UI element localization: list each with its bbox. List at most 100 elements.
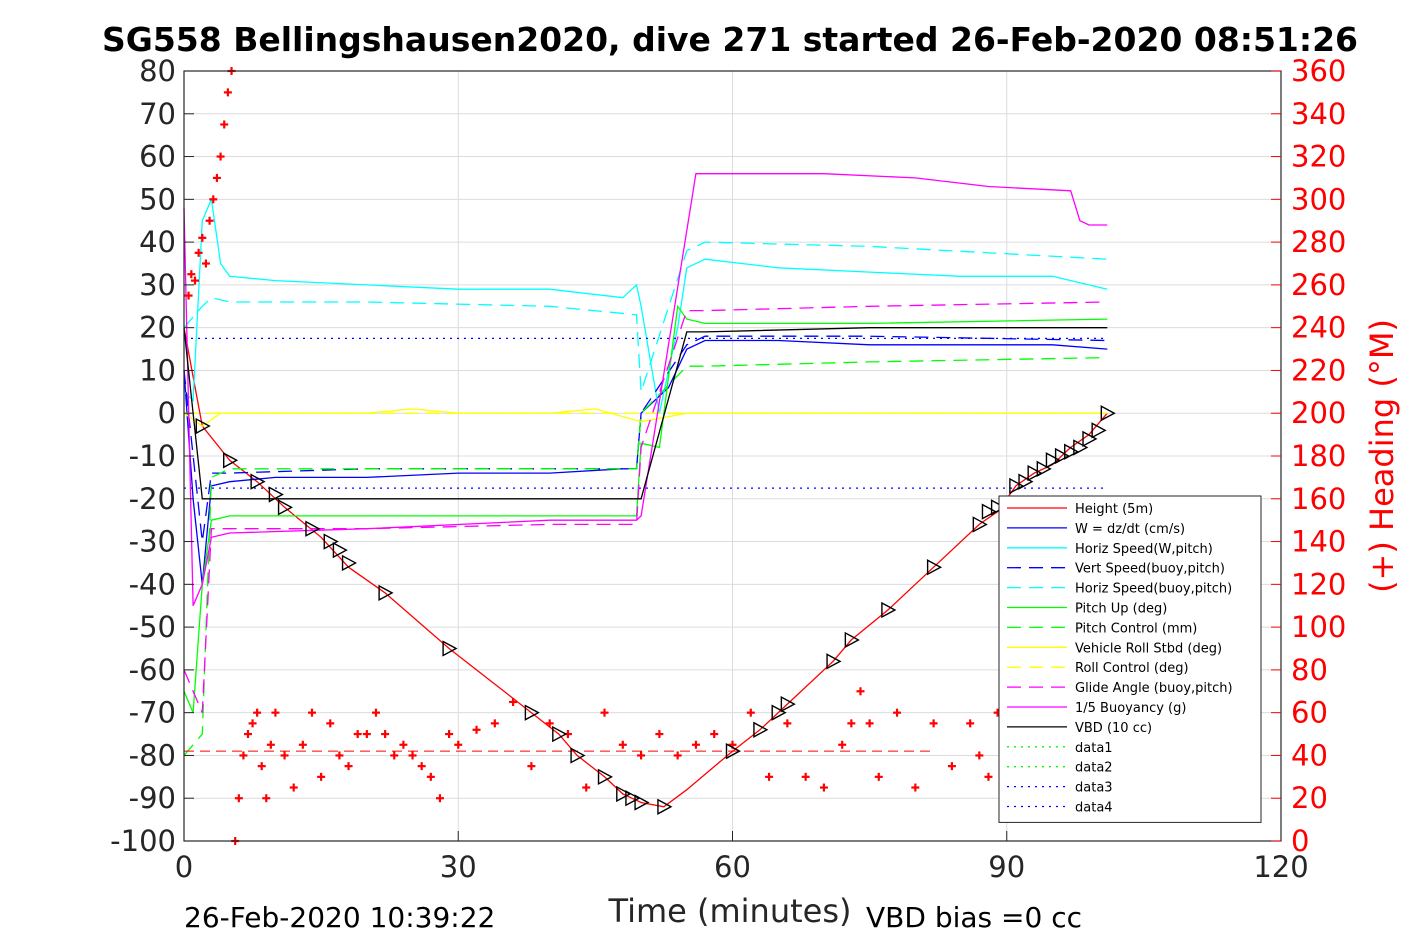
gps-point xyxy=(972,516,988,533)
gps-point xyxy=(277,499,294,516)
heading-point xyxy=(454,740,463,749)
y2-tick-label: 300 xyxy=(1291,182,1346,216)
y2-tick-label: 340 xyxy=(1291,97,1346,131)
gps-point xyxy=(1018,473,1034,490)
gps-point xyxy=(753,721,769,738)
gps-point xyxy=(1054,447,1071,465)
gps-point xyxy=(223,452,239,469)
y2-tick-label: 220 xyxy=(1291,353,1346,387)
heading-point xyxy=(223,88,232,97)
heading-point xyxy=(220,120,229,129)
heading-point xyxy=(618,740,627,749)
y2-tick-label: 120 xyxy=(1291,567,1346,601)
gps-point xyxy=(323,533,339,550)
y2-tick-label: 60 xyxy=(1291,696,1328,730)
gps-point xyxy=(1100,405,1116,422)
heading-point xyxy=(184,291,193,300)
heading-point xyxy=(371,708,380,717)
y-tick-label: -20 xyxy=(129,482,176,516)
series-line-11 xyxy=(183,327,1108,500)
heading-point xyxy=(381,730,390,739)
gps-point xyxy=(1009,477,1025,495)
heading-point xyxy=(911,783,920,792)
legend-entry-13: data2 xyxy=(1075,761,1113,776)
y-tick-label: -100 xyxy=(110,824,176,858)
legend: Height (5m) W = dz/dt (cm/s) Horiz Speed(W… xyxy=(998,495,1262,823)
x-tick-label: 90 xyxy=(988,850,1025,884)
y2-tick-label: 240 xyxy=(1291,311,1346,345)
heading-point xyxy=(307,708,316,717)
heading-point xyxy=(216,152,225,161)
series-line-6 xyxy=(183,356,1108,756)
heading-point xyxy=(326,719,335,728)
heading-point xyxy=(673,751,682,760)
heading-point xyxy=(509,697,518,706)
y-tick-label: 30 xyxy=(139,268,176,302)
gps-point xyxy=(926,559,943,576)
gps-point xyxy=(378,584,394,602)
legend-entry-3: Vert Speed(buoy,pitch) xyxy=(1075,562,1225,577)
series-line-4 xyxy=(183,241,1108,393)
gps-point xyxy=(725,742,741,760)
legend-entry-5: Pitch Up (deg) xyxy=(1075,602,1167,617)
heading-point xyxy=(209,195,218,204)
heading-point xyxy=(201,259,210,268)
heading-point xyxy=(893,708,902,717)
legend-entry-12: data1 xyxy=(1075,741,1113,756)
y-tick-label: -70 xyxy=(129,696,176,730)
heading-point xyxy=(317,772,326,781)
y-tick-label: -50 xyxy=(129,610,176,644)
heading-point xyxy=(408,751,417,760)
y-tick-label: 80 xyxy=(139,54,176,88)
gps-point xyxy=(341,554,358,572)
heading-point xyxy=(362,730,371,739)
legend-entry-1: W = dz/dt (cm/s) xyxy=(1075,522,1185,537)
heading-point xyxy=(187,270,196,279)
heading-point xyxy=(783,719,792,728)
y-tick-label: 60 xyxy=(139,140,176,174)
legend-entry-15: data4 xyxy=(1075,801,1113,816)
heading-point xyxy=(582,783,591,792)
heading-point xyxy=(262,794,271,803)
heading-point xyxy=(417,762,426,771)
heading-point xyxy=(966,719,975,728)
series-line-0 xyxy=(183,327,1108,808)
gps-point xyxy=(1027,464,1043,482)
gps-point xyxy=(1091,422,1107,439)
heading-point xyxy=(865,719,874,728)
footer-vbd-bias: VBD bias =0 cc xyxy=(866,901,1082,934)
heading-point xyxy=(600,708,609,717)
gps-point xyxy=(250,473,266,490)
y2-tick-label: 20 xyxy=(1291,781,1328,815)
y-tick-label: -40 xyxy=(129,567,176,601)
heading-point xyxy=(239,751,248,760)
legend-entry-7: Vehicle Roll Stbd (deg) xyxy=(1075,641,1222,656)
x-tick-label: 120 xyxy=(1253,850,1308,884)
gps-point xyxy=(1045,452,1061,469)
heading-point xyxy=(212,173,221,182)
gps-markers xyxy=(195,405,1116,815)
heading-point xyxy=(257,762,266,771)
gps-point xyxy=(552,725,568,743)
heading-point xyxy=(947,762,956,771)
heading-point xyxy=(527,762,536,771)
heading-point xyxy=(472,725,481,734)
heading-point xyxy=(847,719,856,728)
heading-point xyxy=(691,740,700,749)
gps-point xyxy=(881,601,897,619)
y2-axis-label: (+) Heading (°M) xyxy=(1363,319,1401,593)
series-line-2 xyxy=(183,196,1108,414)
y2-tick-label: 280 xyxy=(1291,225,1346,259)
heading-point xyxy=(746,708,755,717)
gps-point xyxy=(305,520,321,537)
y2-tick-label: 100 xyxy=(1291,610,1346,644)
y-tick-label: -90 xyxy=(129,781,176,815)
heading-point xyxy=(344,762,353,771)
y2-tick-label: 320 xyxy=(1291,140,1346,174)
heading-point xyxy=(205,216,214,225)
y2-tick-label: 80 xyxy=(1291,653,1328,687)
y2-tick-label: 260 xyxy=(1291,268,1346,302)
heading-point xyxy=(819,783,828,792)
heading-point xyxy=(253,708,262,717)
legend-entry-10: 1/5 Buoyancy (g) xyxy=(1075,701,1186,716)
